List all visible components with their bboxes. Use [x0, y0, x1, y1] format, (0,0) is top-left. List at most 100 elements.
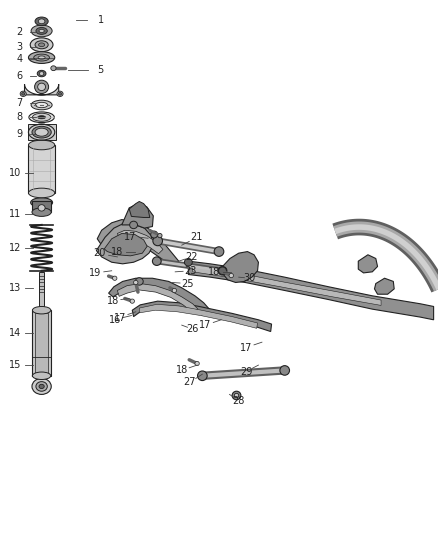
- Ellipse shape: [39, 43, 45, 47]
- Text: 10: 10: [9, 168, 21, 178]
- Ellipse shape: [34, 54, 49, 61]
- Ellipse shape: [130, 221, 138, 229]
- Ellipse shape: [113, 276, 117, 280]
- Text: 3: 3: [17, 42, 23, 52]
- Polygon shape: [358, 255, 378, 273]
- Text: 17: 17: [114, 313, 126, 322]
- Ellipse shape: [153, 236, 162, 246]
- Ellipse shape: [35, 80, 49, 94]
- Text: 19: 19: [89, 269, 102, 278]
- Text: 18: 18: [176, 366, 188, 375]
- Text: 27: 27: [183, 377, 195, 387]
- Bar: [28, 145, 55, 193]
- Polygon shape: [117, 230, 163, 254]
- Ellipse shape: [198, 371, 207, 381]
- Text: 14: 14: [9, 328, 21, 338]
- Bar: [39, 272, 44, 310]
- Polygon shape: [188, 261, 434, 320]
- Text: 5: 5: [98, 66, 104, 75]
- Ellipse shape: [151, 231, 158, 238]
- Ellipse shape: [195, 361, 199, 366]
- Ellipse shape: [39, 72, 44, 76]
- Ellipse shape: [38, 56, 45, 59]
- Text: 2: 2: [17, 27, 23, 37]
- Polygon shape: [374, 278, 394, 294]
- Ellipse shape: [219, 267, 226, 274]
- Ellipse shape: [20, 91, 26, 96]
- Ellipse shape: [35, 41, 48, 49]
- Bar: [32, 201, 51, 212]
- Text: 26: 26: [187, 325, 199, 334]
- Ellipse shape: [38, 205, 45, 211]
- Ellipse shape: [37, 70, 46, 77]
- Text: 18: 18: [111, 247, 124, 257]
- Ellipse shape: [184, 259, 192, 266]
- Text: 22: 22: [186, 252, 198, 262]
- Ellipse shape: [229, 273, 233, 278]
- Ellipse shape: [35, 128, 48, 136]
- Ellipse shape: [30, 38, 53, 52]
- Text: 9: 9: [17, 130, 23, 139]
- Polygon shape: [96, 224, 153, 264]
- Bar: [32, 310, 51, 376]
- Ellipse shape: [38, 83, 46, 91]
- Ellipse shape: [35, 17, 48, 26]
- Ellipse shape: [158, 233, 162, 238]
- Ellipse shape: [152, 257, 161, 265]
- Text: 21: 21: [190, 232, 202, 242]
- Text: 29: 29: [240, 367, 252, 376]
- Ellipse shape: [39, 19, 45, 23]
- Text: 8: 8: [17, 112, 23, 122]
- Polygon shape: [139, 304, 258, 328]
- Text: 23: 23: [184, 266, 197, 276]
- Text: 6: 6: [17, 71, 23, 81]
- Ellipse shape: [31, 100, 52, 110]
- Ellipse shape: [31, 25, 52, 37]
- Ellipse shape: [234, 393, 239, 398]
- Text: 17: 17: [124, 232, 137, 241]
- Ellipse shape: [21, 93, 25, 95]
- Ellipse shape: [232, 391, 241, 400]
- Text: 12: 12: [9, 243, 21, 253]
- Ellipse shape: [135, 278, 143, 285]
- Ellipse shape: [32, 372, 51, 379]
- Text: 30: 30: [244, 273, 256, 283]
- Ellipse shape: [32, 208, 51, 216]
- Ellipse shape: [214, 247, 224, 256]
- Bar: [35, 313, 48, 373]
- Ellipse shape: [32, 114, 51, 122]
- Text: 20: 20: [94, 248, 106, 258]
- Polygon shape: [97, 220, 179, 265]
- Ellipse shape: [134, 280, 138, 285]
- Ellipse shape: [28, 52, 55, 63]
- Text: 18: 18: [107, 296, 119, 306]
- Ellipse shape: [39, 29, 44, 33]
- Ellipse shape: [51, 66, 56, 70]
- Text: 7: 7: [17, 99, 23, 108]
- Ellipse shape: [36, 382, 47, 391]
- Text: 15: 15: [9, 360, 21, 370]
- Ellipse shape: [35, 102, 48, 108]
- Ellipse shape: [57, 91, 63, 96]
- Text: 17: 17: [199, 320, 211, 330]
- Text: 11: 11: [9, 209, 21, 219]
- Ellipse shape: [28, 188, 55, 198]
- Polygon shape: [117, 284, 198, 312]
- Polygon shape: [25, 84, 59, 95]
- Ellipse shape: [38, 116, 46, 119]
- Ellipse shape: [28, 124, 55, 140]
- Text: 18: 18: [208, 267, 220, 277]
- Ellipse shape: [280, 366, 290, 375]
- Ellipse shape: [172, 288, 177, 293]
- Text: 16: 16: [109, 315, 121, 325]
- Polygon shape: [32, 376, 51, 378]
- Ellipse shape: [32, 306, 51, 314]
- Ellipse shape: [32, 126, 51, 138]
- Text: 13: 13: [9, 283, 21, 293]
- Text: 28: 28: [233, 396, 245, 406]
- Ellipse shape: [32, 378, 51, 394]
- Ellipse shape: [36, 28, 47, 35]
- Ellipse shape: [28, 140, 55, 150]
- Text: 17: 17: [240, 343, 252, 352]
- Polygon shape: [109, 278, 210, 316]
